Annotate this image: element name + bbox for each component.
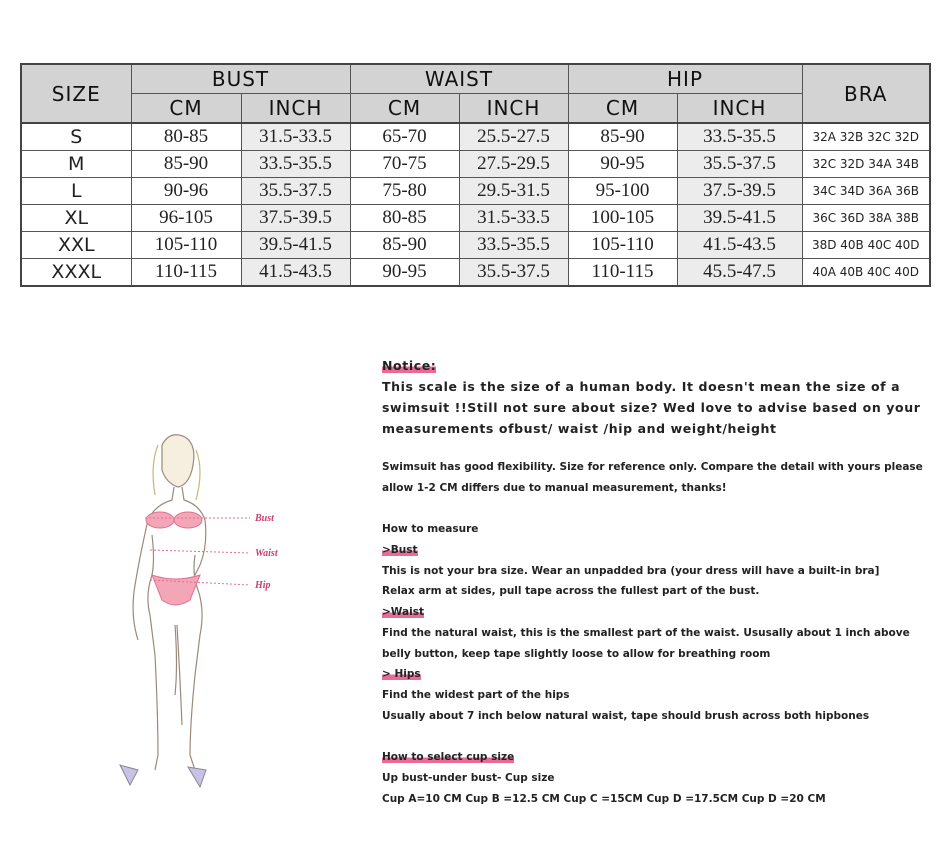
notice-line: swimsuit !!Still not sure about size? We… <box>382 400 921 415</box>
cell-bust-in: 39.5-41.5 <box>240 231 351 259</box>
body-measurement-figure: Bust Waist Hip <box>119 434 279 789</box>
cell-hip-cm: 95-100 <box>567 177 678 205</box>
cell-hip-in: 35.5-37.5 <box>676 150 803 178</box>
waist-line: Find the natural waist, this is the smal… <box>382 627 910 639</box>
notice-title: Notice: <box>382 358 437 373</box>
cell-hip-cm: 85-90 <box>567 122 678 151</box>
header-bra: BRA <box>801 63 931 124</box>
header-hip-inch: INCH <box>676 93 803 124</box>
cell-size: S <box>20 122 132 151</box>
cell-waist-in: 25.5-27.5 <box>458 122 569 151</box>
bust-line: This is not your bra size. Wear an unpad… <box>382 565 880 577</box>
cell-size: L <box>20 177 132 205</box>
header-hip: HIP <box>567 63 803 94</box>
bust-label: Bust <box>254 513 275 524</box>
cell-waist-cm: 75-80 <box>349 177 460 205</box>
header-bust-cm: CM <box>130 93 242 124</box>
cell-bra: 36C 36D 38A 38B <box>801 204 931 232</box>
hips-title: > Hips <box>382 668 421 680</box>
header-hip-cm: CM <box>567 93 678 124</box>
cell-bust-cm: 105-110 <box>130 231 242 259</box>
cell-hip-cm: 100-105 <box>567 204 678 232</box>
cell-size: M <box>20 150 132 178</box>
cell-size: XXL <box>20 231 132 259</box>
cell-hip-in: 45.5-47.5 <box>676 258 803 287</box>
cell-waist-in: 29.5-31.5 <box>458 177 569 205</box>
cell-bust-cm: 85-90 <box>130 150 242 178</box>
cell-bust-cm: 96-105 <box>130 204 242 232</box>
cell-hip-in: 37.5-39.5 <box>676 177 803 205</box>
bust-line: Relax arm at sides, pull tape across the… <box>382 585 760 597</box>
cell-bust-in: 35.5-37.5 <box>240 177 351 205</box>
cell-bust-in: 41.5-43.5 <box>240 258 351 287</box>
header-size: SIZE <box>20 63 132 124</box>
cell-waist-in: 33.5-35.5 <box>458 231 569 259</box>
header-bust: BUST <box>130 63 351 94</box>
cell-bra: 32C 32D 34A 34B <box>801 150 931 178</box>
notice-line: measurements ofbust/ waist /hip and weig… <box>382 421 777 436</box>
cell-waist-cm: 70-75 <box>349 150 460 178</box>
hips-line: Usually about 7 inch below natural waist… <box>382 710 870 722</box>
cell-waist-cm: 80-85 <box>349 204 460 232</box>
cell-waist-in: 31.5-33.5 <box>458 204 569 232</box>
cell-size: XXXL <box>20 258 132 287</box>
cell-hip-in: 33.5-35.5 <box>676 122 803 151</box>
cell-bra: 40A 40B 40C 40D <box>801 258 931 287</box>
cell-bust-cm: 80-85 <box>130 122 242 151</box>
waist-label: Waist <box>255 548 279 559</box>
cell-hip-in: 41.5-43.5 <box>676 231 803 259</box>
cell-bust-in: 31.5-33.5 <box>240 122 351 151</box>
header-bust-inch: INCH <box>240 93 351 124</box>
cell-hip-cm: 90-95 <box>567 150 678 178</box>
table-row: M 85-90 33.5-35.5 70-75 27.5-29.5 90-95 35.5-3… <box>20 150 931 178</box>
header-waist: WAIST <box>349 63 569 94</box>
waist-title: >Waist <box>382 606 424 618</box>
cell-bust-in: 37.5-39.5 <box>240 204 351 232</box>
bikini-bottom <box>151 574 201 606</box>
cup-line: Cup A=10 CM Cup B =12.5 CM Cup C =15CM C… <box>382 793 826 805</box>
flex-line: Swimsuit has good flexibility. Size for … <box>382 461 923 473</box>
cell-bra: 34C 34D 36A 36B <box>801 177 931 205</box>
bust-title: >Bust <box>382 544 418 556</box>
cell-hip-cm: 105-110 <box>567 231 678 259</box>
size-chart-table: SIZE BUST WAIST HIP BRA CM INCH CM INCH … <box>20 63 931 287</box>
notice-line: This scale is the size of a human body. … <box>382 379 901 394</box>
flex-line: allow 1-2 CM differs due to manual measu… <box>382 482 727 494</box>
cell-hip-cm: 110-115 <box>567 258 678 287</box>
cell-bra: 38D 40B 40C 40D <box>801 231 931 259</box>
table-row: L 90-96 35.5-37.5 75-80 29.5-31.5 95-100 37.5-… <box>20 177 931 205</box>
header-waist-inch: INCH <box>458 93 569 124</box>
cell-waist-cm: 90-95 <box>349 258 460 287</box>
bikini-top <box>145 511 203 529</box>
waist-line: belly button, keep tape slightly loose t… <box>382 648 771 660</box>
cell-waist-cm: 85-90 <box>349 231 460 259</box>
cell-waist-in: 27.5-29.5 <box>458 150 569 178</box>
table-row: XXL 105-110 39.5-41.5 85-90 33.5-35.5 105-110… <box>20 231 931 259</box>
header-waist-cm: CM <box>349 93 460 124</box>
cell-hip-in: 39.5-41.5 <box>676 204 803 232</box>
cell-bust-in: 33.5-35.5 <box>240 150 351 178</box>
cup-line: Up bust-under bust- Cup size <box>382 772 555 784</box>
table-row: XL 96-105 37.5-39.5 80-85 31.5-33.5 100-105 39… <box>20 204 931 232</box>
table-row: XXXL 110-115 41.5-43.5 90-95 35.5-37.5 110-11… <box>20 258 931 287</box>
cup-size-title: How to select cup size <box>382 751 515 763</box>
cell-size: XL <box>20 204 132 232</box>
how-to-measure-title: How to measure <box>382 523 479 535</box>
cell-waist-cm: 65-70 <box>349 122 460 151</box>
cell-bust-cm: 110-115 <box>130 258 242 287</box>
hips-line: Find the widest part of the hips <box>382 689 570 701</box>
cell-bra: 32A 32B 32C 32D <box>801 122 931 151</box>
cell-waist-in: 35.5-37.5 <box>458 258 569 287</box>
hip-label: Hip <box>254 580 271 591</box>
table-row: S 80-85 31.5-33.5 65-70 25.5-27.5 85-90 33.5-3… <box>20 122 931 151</box>
cell-bust-cm: 90-96 <box>130 177 242 205</box>
